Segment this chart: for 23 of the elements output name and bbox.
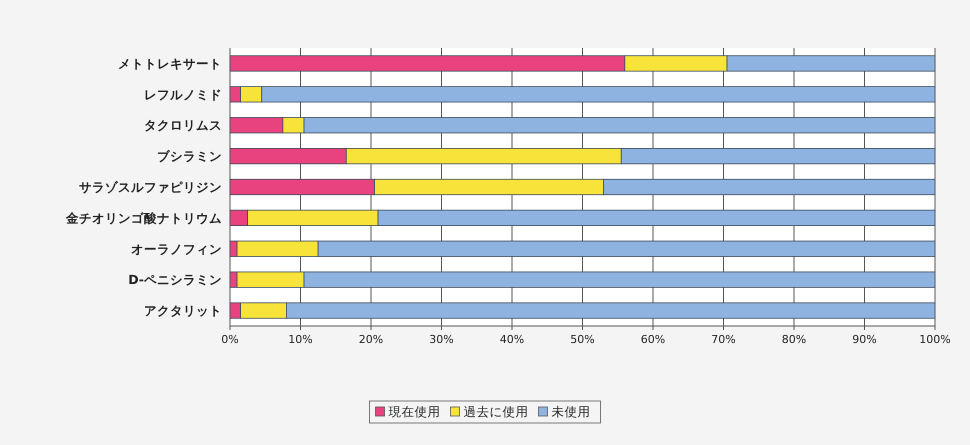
x-tick-label: 50% [570, 333, 595, 346]
y-tick-label: メトトレキサート [118, 56, 222, 71]
y-tick-label: サラゾスルファピリジン [79, 180, 222, 194]
x-tick-label: 10% [288, 333, 313, 346]
y-tick-label: アクタリット [144, 303, 222, 318]
x-tick-label: 70% [711, 333, 736, 346]
x-tick-label: 60% [640, 333, 666, 346]
x-tick-label: 30% [429, 333, 454, 346]
x-tick-label: 100% [919, 333, 951, 346]
x-tick-label: 0% [221, 333, 239, 346]
x-tick-label: 80% [782, 333, 806, 346]
legend-label: 過去に使用 [464, 404, 528, 419]
x-tick-label: 40% [500, 333, 524, 346]
y-tick-label: オーラノフィン [131, 241, 222, 256]
legend-label: 現在使用 [388, 404, 440, 419]
x-tick-label: 90% [852, 333, 877, 346]
legend-label: 未使用 [552, 404, 590, 419]
y-tick-label: D-ペニシラミン [128, 272, 222, 288]
y-tick-label: ブシラミン [157, 148, 222, 164]
x-tick-label: 20% [358, 333, 384, 346]
y-tick-label: レフルノミド [144, 86, 222, 102]
y-tick-label: 金チオリンゴ酸ナトリウム [65, 210, 222, 226]
y-tick-label: タクロリムス [144, 118, 222, 133]
